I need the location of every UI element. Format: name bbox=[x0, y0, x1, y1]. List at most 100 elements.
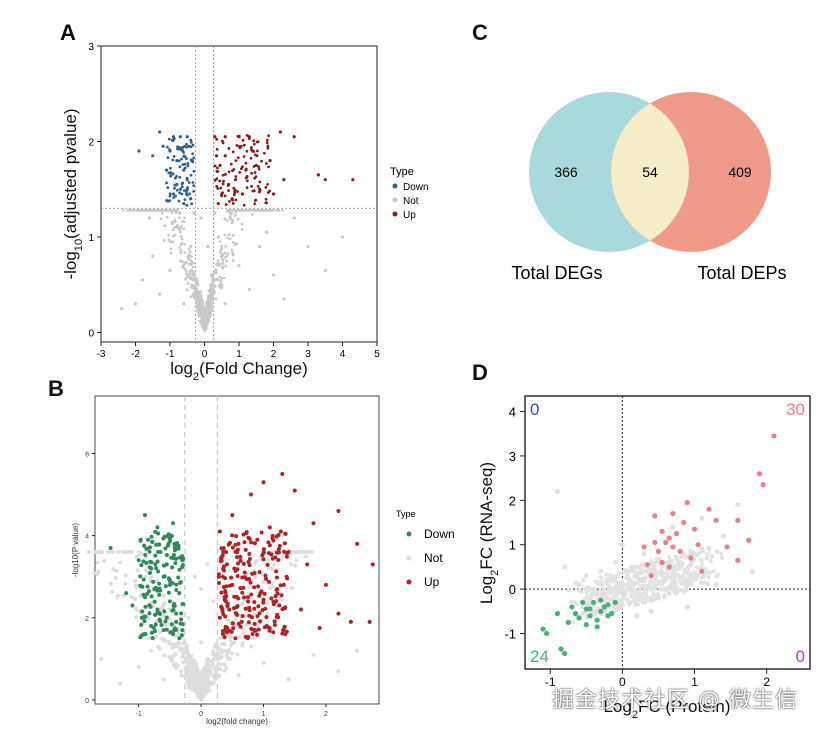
series-not bbox=[120, 211, 344, 314]
not-point bbox=[223, 662, 227, 666]
point-down bbox=[172, 629, 176, 633]
not-point bbox=[193, 271, 196, 274]
not-point bbox=[234, 214, 237, 217]
not-point bbox=[270, 567, 274, 571]
point-down bbox=[150, 535, 154, 539]
point-up bbox=[215, 138, 218, 141]
not-point bbox=[277, 209, 280, 212]
not-point bbox=[602, 587, 606, 591]
point-not bbox=[293, 216, 296, 219]
point-up bbox=[233, 636, 237, 640]
not-point bbox=[679, 555, 683, 559]
point-down bbox=[162, 145, 165, 148]
point-not bbox=[634, 613, 639, 618]
point-up bbox=[263, 592, 267, 596]
not-point bbox=[300, 550, 304, 554]
not-point bbox=[212, 272, 215, 275]
x-tick-label: -2 bbox=[131, 349, 140, 360]
not-point bbox=[102, 559, 106, 563]
point-not bbox=[272, 274, 275, 277]
point-up bbox=[248, 537, 252, 541]
point-up bbox=[735, 558, 740, 563]
point-down bbox=[183, 189, 186, 192]
point-up bbox=[259, 189, 262, 192]
y-tick-label: 6 bbox=[85, 451, 89, 458]
not-point bbox=[206, 672, 210, 676]
point-down bbox=[176, 189, 179, 192]
point-down bbox=[175, 175, 178, 178]
y-tick-label: 1 bbox=[509, 538, 516, 553]
point-up bbox=[746, 538, 751, 543]
point-up bbox=[244, 531, 248, 535]
point-up bbox=[667, 564, 672, 569]
not-point bbox=[144, 209, 147, 212]
point-up bbox=[255, 538, 259, 542]
point-down bbox=[185, 143, 188, 146]
point-up bbox=[262, 547, 266, 551]
not-point bbox=[677, 578, 681, 582]
point-not bbox=[613, 560, 618, 565]
point-up bbox=[222, 565, 226, 569]
point-down bbox=[181, 622, 185, 626]
point-up bbox=[692, 527, 697, 532]
venn-right-count: 409 bbox=[728, 164, 752, 180]
series-down bbox=[540, 598, 617, 656]
point-down bbox=[171, 159, 174, 162]
point-up bbox=[268, 629, 272, 633]
point-down bbox=[174, 184, 177, 187]
point-up bbox=[253, 177, 256, 180]
point-up bbox=[273, 619, 277, 623]
not-point bbox=[700, 546, 704, 550]
point-up bbox=[247, 620, 251, 624]
point-not bbox=[151, 254, 154, 257]
point-up bbox=[254, 171, 257, 174]
not-point bbox=[214, 674, 218, 678]
up-density bbox=[214, 134, 271, 207]
not-point bbox=[213, 292, 216, 295]
point-up bbox=[224, 625, 228, 629]
venn-right-label: Total DEPs bbox=[697, 263, 786, 283]
not-point bbox=[216, 650, 220, 654]
not-point bbox=[227, 252, 230, 255]
point-up bbox=[266, 147, 269, 150]
point-up bbox=[258, 619, 262, 623]
point-not bbox=[168, 269, 171, 272]
not-point bbox=[184, 667, 188, 671]
point-not bbox=[182, 302, 185, 305]
point-down bbox=[148, 571, 152, 575]
point-up bbox=[224, 599, 228, 603]
not-point bbox=[635, 564, 639, 568]
point-not bbox=[162, 677, 166, 681]
y-tick-label: 4 bbox=[509, 405, 516, 420]
point-down bbox=[168, 534, 172, 538]
point-down bbox=[169, 167, 172, 170]
point-up bbox=[268, 525, 272, 529]
point-down bbox=[591, 600, 596, 605]
not-point bbox=[133, 597, 137, 601]
not-point bbox=[172, 228, 175, 231]
point-up bbox=[649, 573, 654, 578]
not-point bbox=[617, 580, 621, 584]
point-up bbox=[275, 587, 279, 591]
not-point bbox=[158, 630, 162, 634]
not-point bbox=[219, 240, 222, 243]
point-up bbox=[318, 626, 322, 630]
point-up bbox=[274, 599, 278, 603]
point-up bbox=[284, 532, 288, 536]
not-point bbox=[229, 238, 232, 241]
point-up bbox=[279, 583, 283, 587]
point-up bbox=[236, 596, 240, 600]
not-point bbox=[157, 209, 160, 212]
point-down bbox=[146, 538, 150, 542]
not-point bbox=[577, 588, 581, 592]
not-point bbox=[187, 282, 190, 285]
not-point bbox=[266, 558, 270, 562]
legend-entry: Down bbox=[424, 527, 455, 541]
not-point bbox=[231, 234, 234, 237]
point-not bbox=[584, 573, 589, 578]
point-down bbox=[142, 578, 146, 582]
not-point bbox=[614, 608, 618, 612]
point-up bbox=[255, 199, 258, 202]
not-point bbox=[130, 550, 134, 554]
not-point bbox=[138, 552, 142, 556]
